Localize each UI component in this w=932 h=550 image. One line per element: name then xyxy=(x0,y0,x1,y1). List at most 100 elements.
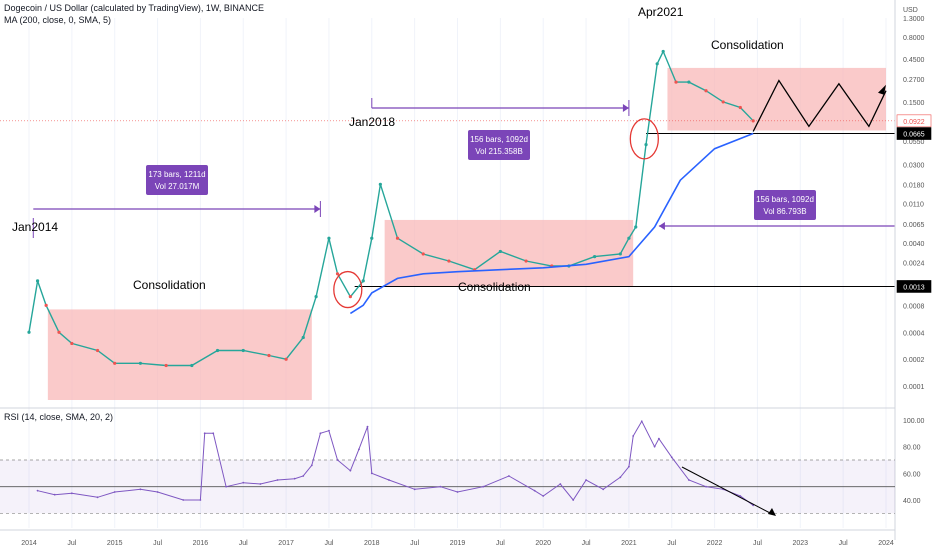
ma-touch-circle-2017 xyxy=(333,270,363,309)
price-point xyxy=(361,279,365,283)
rsi-axis-tick: 100.00 xyxy=(903,418,925,425)
time-axis-tick: Jul xyxy=(582,540,591,547)
rsi-point xyxy=(349,469,352,472)
price-axis-tick: 0.0024 xyxy=(903,261,925,268)
time-axis-tick: Jul xyxy=(496,540,505,547)
rsi-point xyxy=(585,479,587,481)
price-point xyxy=(421,252,425,256)
price-axis-unit: USD xyxy=(903,7,918,14)
time-axis-tick: Jul xyxy=(753,540,762,547)
price-point xyxy=(674,80,678,84)
price-axis-tick: 0.0300 xyxy=(903,162,925,169)
time-axis-tick: Jul xyxy=(410,540,419,547)
rsi-point xyxy=(242,481,245,484)
price-point xyxy=(348,295,352,299)
rsi-point xyxy=(628,465,630,468)
rsi-point xyxy=(602,488,605,491)
consolidation-zone-2018 xyxy=(384,219,634,287)
rsi-point xyxy=(533,489,536,492)
rsi-point xyxy=(336,459,339,461)
range-info-2014-label-vol: Vol 27.017M xyxy=(155,182,200,191)
price-point xyxy=(655,62,659,66)
price-point xyxy=(44,303,48,307)
price-axis-tick: 1.3000 xyxy=(903,16,925,23)
rsi-point xyxy=(310,464,313,467)
time-axis-tick: 2015 xyxy=(107,540,123,547)
price-axis-tick: 0.8000 xyxy=(903,35,925,42)
rsi-point xyxy=(413,488,416,491)
time-axis-tick: Jul xyxy=(667,540,676,547)
price-point xyxy=(687,80,691,84)
price-point xyxy=(301,335,305,340)
price-axis-tick: 0.2700 xyxy=(903,77,925,84)
price-point xyxy=(627,236,631,240)
price-point xyxy=(618,252,622,256)
rsi-point xyxy=(653,445,656,448)
range-info-2014-label-bars: 173 bars, 1211d xyxy=(148,170,205,179)
time-axis-tick: 2018 xyxy=(364,540,380,547)
price-point xyxy=(498,249,502,254)
price-point xyxy=(241,348,245,353)
price-point xyxy=(327,236,331,240)
rsi-point xyxy=(370,472,373,475)
range-info-2014-bg xyxy=(146,165,208,195)
price-point xyxy=(335,272,340,276)
rsi-point xyxy=(212,432,215,435)
rsi-divergence-arrow xyxy=(681,466,773,515)
ma-200-line xyxy=(349,132,754,315)
rsi-point xyxy=(156,491,159,493)
price-point xyxy=(27,330,31,334)
price-point xyxy=(738,105,742,110)
price-axis-tick: 0.0008 xyxy=(903,303,925,310)
rsi-point xyxy=(113,491,116,493)
price-label-support-bg xyxy=(896,127,932,140)
time-axis-tick: Jul xyxy=(839,540,848,547)
rsi-point xyxy=(632,435,635,437)
rsi-point xyxy=(657,437,660,440)
time-axis-tick: 2021 xyxy=(621,540,637,547)
label-apr2021: Apr2021 xyxy=(638,5,684,19)
consolidation-zone-2021 xyxy=(667,67,886,131)
rsi-point xyxy=(36,489,39,492)
consolidation-zone-2014 xyxy=(47,309,312,400)
price-point xyxy=(378,182,382,186)
time-axis-tick: 2019 xyxy=(450,540,466,547)
price-point xyxy=(314,295,318,299)
rsi-indicator-title: RSI (14, close, SMA, 20, 2) xyxy=(4,412,114,422)
rsi-point xyxy=(705,485,707,488)
price-point xyxy=(164,363,168,368)
time-axis-tick: Jul xyxy=(324,540,333,547)
price-point xyxy=(70,341,74,346)
rsi-point xyxy=(439,485,442,488)
time-axis-tick: Jul xyxy=(153,540,162,547)
rsi-point xyxy=(199,499,202,501)
rsi-point xyxy=(139,488,142,491)
rsi-point xyxy=(358,448,360,451)
time-axis-tick: 2014 xyxy=(21,540,37,547)
projection-zigzag xyxy=(752,79,887,132)
range-info-2018-label-vol: Vol 215.358B xyxy=(475,147,523,156)
price-label-support: 0.0665 xyxy=(903,132,925,139)
price-axis-tick: 0.1500 xyxy=(903,100,925,107)
time-axis-tick: 2020 xyxy=(535,540,551,547)
price-axis-tick: 0.4500 xyxy=(903,57,925,64)
time-axis-tick: 2022 xyxy=(707,540,723,547)
time-axis-tick: 2016 xyxy=(193,540,209,547)
price-point xyxy=(593,255,597,259)
rsi-point xyxy=(293,477,296,480)
rsi-point xyxy=(259,483,262,485)
rsi-divergence-arrowhead xyxy=(768,508,776,516)
label-jan2014: Jan2014 xyxy=(12,220,58,234)
rsi-point xyxy=(572,499,575,501)
price-point xyxy=(751,119,755,123)
rsi-point xyxy=(328,429,330,432)
rsi-point xyxy=(456,491,459,493)
time-axis-tick: 2017 xyxy=(278,540,294,547)
range-info-2018-bg xyxy=(468,130,530,160)
symbol-title: Dogecoin / US Dollar (calculated by Trad… xyxy=(4,3,264,13)
price-point xyxy=(721,100,725,104)
rsi-axis-tick: 80.00 xyxy=(903,445,921,452)
price-point xyxy=(395,236,400,240)
